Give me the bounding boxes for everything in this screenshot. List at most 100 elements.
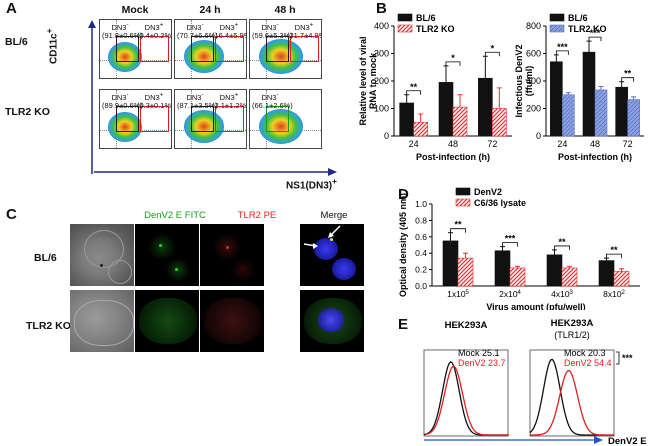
bar-series2 [562,94,575,137]
significance-stars: ** [624,69,632,79]
x-tick-sup: 5 [466,290,470,296]
bar-series1 [399,102,414,137]
gate-percent-neg: (87.1±3.5%) [177,100,218,110]
panel-a-xaxis-label: NS1(DN3)+ [286,176,337,191]
legend-label: TLR2 KO [568,24,607,34]
y-axis-label-line: (ffu/ml) [524,66,534,97]
gate-label-pos: DN3+ (0.3±0.1%) [137,91,171,110]
y-axis-label-line: Infectious DenV2 [514,44,524,117]
histogram-denv2-curve [424,365,509,436]
y-tick-label: 0 [384,131,389,141]
panel-c-col-fitc: DenV2 E FITC [144,210,206,221]
significance-stars: * [451,53,455,63]
gate-label-pos: DN3+ (2.1±1.2%) [212,91,246,110]
x-tick-label: 24 [557,139,567,149]
y-tick-label: 0.2 [415,265,427,275]
bar-series2 [492,108,507,137]
panel-a-axes [88,20,96,174]
micro-bl6-brightfield [70,224,134,286]
legend-swatch [455,198,471,207]
histogram-title: HEK293A [551,318,594,329]
panel-b-label: B [376,0,387,17]
bar-series1 [598,260,615,287]
gate-percent-pos: (16.4±5.9%) [212,30,246,40]
significance-stars: *** [590,28,601,38]
x-tick-label: 1x105 [447,289,469,299]
gate-name-neg: DN3- [186,21,204,32]
bar-series1 [442,240,459,287]
panel-e-label: E [398,316,409,333]
density-blob [108,42,142,72]
significance-stars: ** [558,237,566,247]
bar-series1 [494,250,511,287]
gate-name-neg: DN3- [111,91,129,102]
gate-label-neg: DN3- (89.9±0.6%) [102,91,143,110]
histogram-subtitle: (TLR1/2) [554,330,590,340]
micro-tlr2ko-fitc [135,290,199,352]
x-tick-label: 2x104 [499,289,521,299]
x-tick-sup: 4 [518,290,522,296]
y-tick-label: 0.8 [415,215,427,225]
y-axis-label-line: RNA to mock [368,52,378,109]
density-blob [108,112,142,142]
legend-swatch [549,24,565,33]
gate-percent-neg: (70.7±6.6%) [177,30,218,40]
panel-c-col-merge: Merge [320,210,348,221]
gate-name-pos: DN3+ [219,21,239,32]
bar-series2 [452,106,468,137]
micro-bl6-fitc [135,224,199,286]
bar-series2 [613,270,630,287]
significance-stars: *** [505,234,516,244]
micro-tlr2ko-brightfield [70,290,134,352]
y-axis-label: Relative level of viralRNA to mock [358,36,378,125]
legend-label: TLR2 KO [416,24,455,34]
gate-name-pos: DN3+ [294,21,314,32]
x-tick-label: 48 [590,139,600,149]
histogram-frame [529,349,615,437]
bar-series2 [561,267,578,287]
bar-series1 [438,82,454,137]
legend-label: BL/6 [568,13,588,23]
gate-percent-neg: (66.1±2.6%) [252,100,293,110]
significance-stars: ** [410,82,418,92]
significance-stars: * [491,43,495,53]
histogram-title: HEK293A [445,320,488,331]
y-tick-label: 800 [526,21,541,31]
gate-dn3-neg [266,106,289,132]
panel-c-row-bl6: BL/6 [34,252,57,264]
panel-d-label: D [398,186,409,203]
gate-dn3-neg [191,36,214,62]
panel-a-label: A [6,0,17,17]
x-tick-label: 24 [409,139,419,149]
x-axis-label: Post-infection (h) [558,152,632,162]
significance-bracket [554,245,570,250]
panel-c-col-pe: TLR2 PE [237,210,277,221]
panel-c-label: C [6,206,17,223]
flow-plot: DN3-(70.7±6.6%)DN3+(16.4±5.9%) [174,19,247,79]
gate-percent-pos: (21.7±4.9%) [287,30,321,40]
chart-optical-density: 0.0 0.2 0.4 0.6 0.8 1.0 Optical density (405 n… [398,187,640,310]
significance-bracket [606,253,622,259]
gate-label-neg: DN3- (59.6±5.3%) [252,21,293,40]
x-tick-label: 72 [623,139,633,149]
y-tick-label: 600 [526,49,541,59]
chart-viral-rna: 0 100 200 300 400 Relative level of viralRNA … [358,13,512,162]
x-axis-label: DenV2 E [608,436,647,446]
gate-label-pos: DN3+(21.7±4.9%) [287,21,321,40]
x-tick-label: 4x103 [551,289,573,299]
gate-percent-pos: (2.1±1.2%) [212,100,247,110]
x-tick-label: 48 [448,139,458,149]
micro-bl6-pe [200,224,264,286]
legend-swatch [549,13,565,22]
y-tick-label: 300 [374,49,389,59]
significance-stars: *** [622,353,633,363]
y-tick-label: 100 [374,104,389,114]
bar-series2 [413,121,428,137]
panel-a-row-bl6: BL/6 [5,36,28,48]
legend-label: BL/6 [416,13,436,23]
gate-label-neg: DN3- (91.8±0.6%) [102,21,143,40]
y-tick-label: 200 [374,76,389,86]
panel-a-xaxis-arrow [94,168,337,176]
y-tick-label: 0 [536,131,541,141]
significance-bracket [450,228,466,233]
